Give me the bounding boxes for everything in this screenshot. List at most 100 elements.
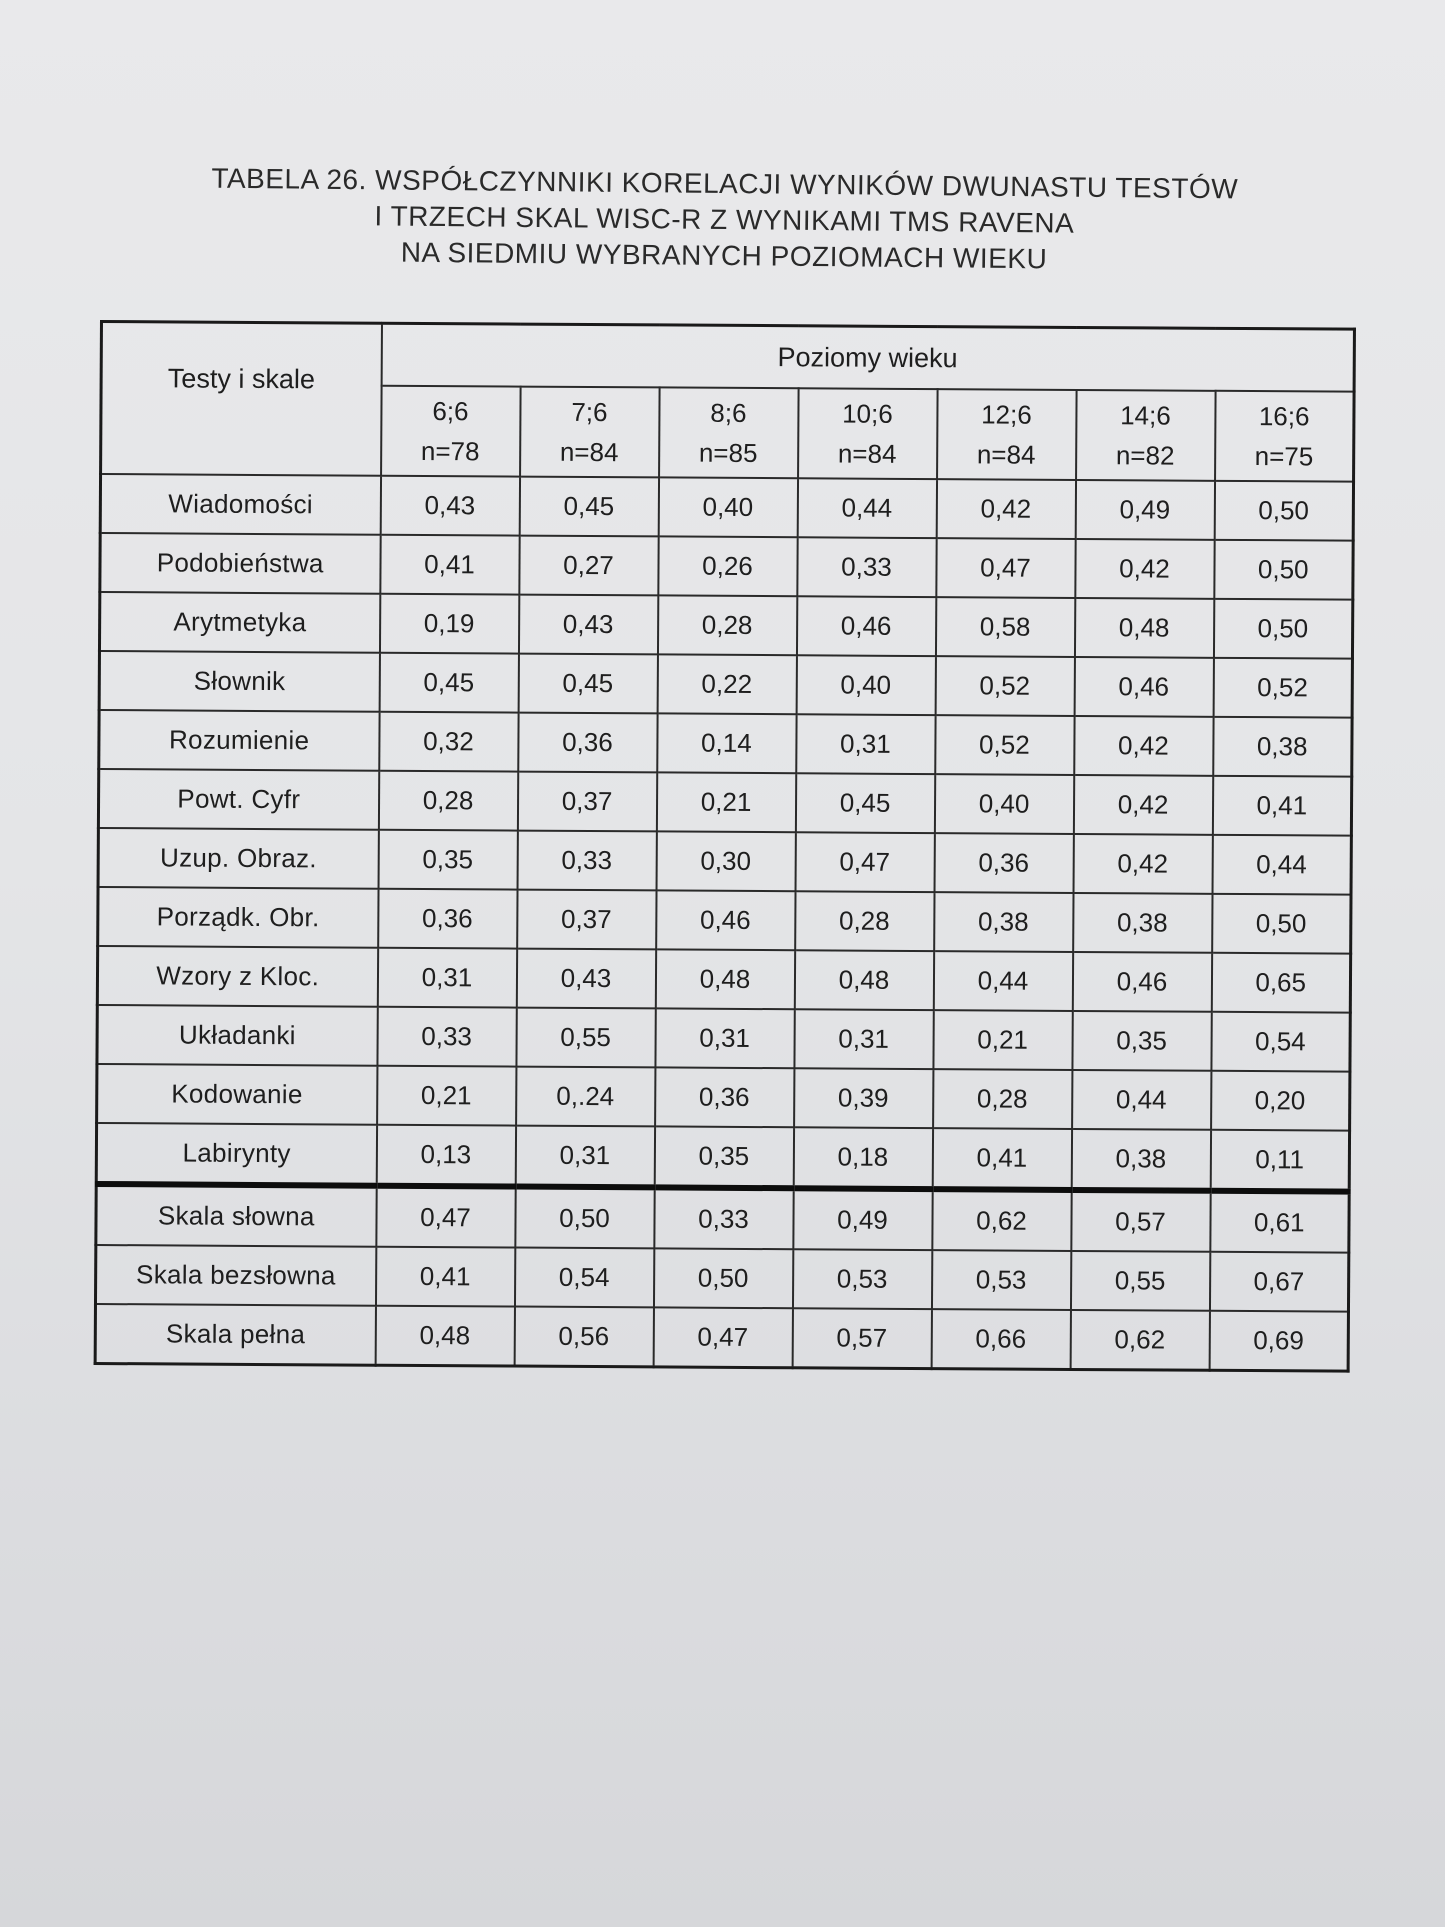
- row-label: Podobieństwa: [99, 533, 381, 594]
- correlation-value: 0,50: [1213, 539, 1354, 600]
- table-row: Skala słowna 0,47 0,50 0,33 0,49 0,62 0,57 0,61: [95, 1183, 1350, 1253]
- correlation-value: 0,31: [795, 714, 936, 775]
- correlation-value: 0,36: [654, 1067, 794, 1128]
- table-row: Wiadomości 0,43 0,45 0,40 0,44 0,42 0,49 0,50: [100, 474, 1354, 541]
- correlation-value: 0,37: [516, 889, 657, 950]
- table-row: Rozumienie 0,32 0,36 0,14 0,31 0,52 0,42 0,38: [98, 710, 1353, 777]
- age-label: 14;6: [1120, 400, 1171, 431]
- correlation-value: 0,55: [515, 1007, 656, 1068]
- correlation-value: 0,41: [379, 534, 520, 595]
- correlation-value: 0,42: [1073, 715, 1214, 776]
- correlation-value: 0,21: [932, 1010, 1073, 1070]
- sample-size: n=85: [698, 437, 758, 469]
- correlation-value: 0,48: [1074, 597, 1214, 658]
- correlation-value: 0,22: [657, 654, 797, 715]
- correlation-value: 0,11: [1210, 1129, 1350, 1192]
- age-label: 6;6: [432, 396, 469, 427]
- correlation-value: 0,41: [1212, 775, 1352, 836]
- row-label: Skala pełna: [95, 1303, 376, 1366]
- table-row: Podobieństwa 0,41 0,27 0,26 0,33 0,47 0,42 0,50: [99, 533, 1354, 600]
- row-label: Rozumienie: [98, 710, 380, 771]
- table-row: Wzory z Kloc. 0,31 0,43 0,48 0,48 0,44 0,46 0,6…: [97, 945, 1351, 1013]
- row-label: Układanki: [96, 1004, 378, 1066]
- correlation-value: 0,28: [378, 770, 518, 831]
- group-header-cell: Poziomy wieku: [381, 323, 1355, 392]
- correlation-value: 0,47: [935, 538, 1076, 598]
- correlation-value: 0,37: [517, 771, 657, 832]
- correlation-value: 0,42: [1074, 538, 1215, 599]
- table-row: Skala pełna 0,48 0,56 0,47 0,57 0,66 0,62 0,69: [95, 1303, 1349, 1372]
- correlation-value: 0,57: [792, 1308, 932, 1369]
- correlation-value: 0,50: [653, 1248, 793, 1309]
- row-label: Kodowanie: [96, 1063, 377, 1125]
- correlation-value: 0,36: [934, 833, 1074, 893]
- correlation-value: 0,50: [1211, 893, 1352, 954]
- age-label: 16;6: [1258, 401, 1310, 432]
- age-label: 10;6: [842, 398, 893, 429]
- sample-size: n=82: [1115, 440, 1175, 471]
- correlation-value: 0,44: [1071, 1069, 1211, 1130]
- correlation-value: 0,53: [931, 1250, 1071, 1310]
- correlation-value: 0,38: [933, 892, 1074, 952]
- correlation-value: 0,58: [935, 597, 1075, 657]
- age-label: 7;6: [571, 396, 608, 428]
- correlation-value: 0,62: [931, 1189, 1072, 1251]
- table-row: Skala bezsłowna 0,41 0,54 0,50 0,53 0,53 0,55 0…: [95, 1244, 1349, 1312]
- correlation-value: 0,57: [1070, 1189, 1211, 1252]
- correlation-value: 0,48: [375, 1305, 515, 1367]
- correlation-value: 0,14: [656, 713, 797, 774]
- table-row: Kodowanie 0,21 0,.24 0,36 0,39 0,28 0,44 0,20: [96, 1063, 1350, 1131]
- correlation-value: 0,45: [379, 652, 519, 713]
- row-label: Wiadomości: [100, 474, 381, 535]
- row-label: Skala słowna: [95, 1183, 377, 1247]
- correlation-value: 0,21: [656, 772, 796, 833]
- correlation-value: 0,33: [376, 1006, 517, 1067]
- correlation-value: 0,39: [793, 1068, 933, 1129]
- correlation-value: 0,66: [931, 1309, 1071, 1370]
- correlation-value: 0,31: [793, 1009, 934, 1070]
- correlation-value: 0,31: [377, 947, 517, 1008]
- correlation-value: 0,61: [1209, 1190, 1350, 1253]
- correlation-value: 0,47: [795, 832, 935, 893]
- correlation-value: 0,47: [653, 1307, 793, 1368]
- correlation-value: 0,45: [519, 476, 659, 537]
- sample-size: n=84: [837, 438, 897, 469]
- correlation-value: 0,46: [655, 890, 796, 951]
- correlation-value: 0,28: [794, 891, 935, 952]
- age-header-cell: 12;6 n=84: [936, 389, 1077, 480]
- correlation-value: 0,.24: [515, 1066, 655, 1127]
- table-row: Porządk. Obr. 0,36 0,37 0,46 0,28 0,38 0,38 0,5…: [97, 886, 1352, 954]
- correlation-value: 0,35: [1071, 1010, 1212, 1071]
- correlation-value: 0,32: [378, 711, 519, 772]
- correlation-value: 0,35: [378, 829, 518, 890]
- correlation-value: 0,18: [793, 1127, 933, 1190]
- correlation-value: 0,69: [1209, 1310, 1349, 1372]
- row-label: Porządk. Obr.: [97, 886, 379, 948]
- correlation-value: 0,47: [375, 1185, 516, 1248]
- correlation-value: 0,46: [1074, 656, 1214, 717]
- correlation-value: 0,33: [517, 830, 657, 891]
- correlation-value: 0,45: [795, 773, 935, 834]
- correlation-value: 0,28: [932, 1069, 1072, 1129]
- correlation-value: 0,36: [377, 888, 518, 949]
- correlation-value: 0,44: [1212, 834, 1352, 895]
- row-label: Wzory z Kloc.: [97, 945, 378, 1007]
- correlation-value: 0,31: [654, 1008, 795, 1069]
- age-header-cell: 6;6 n=78: [380, 385, 521, 477]
- correlation-value: 0,20: [1210, 1070, 1350, 1131]
- row-label: Skala bezsłowna: [95, 1244, 376, 1306]
- sample-size: n=78: [420, 435, 480, 467]
- correlation-value: 0,19: [379, 593, 519, 654]
- table-body: Wiadomości 0,43 0,45 0,40 0,44 0,42 0,49 0,50 Po…: [95, 474, 1354, 1372]
- correlation-value: 0,52: [1213, 657, 1353, 718]
- row-label: Powt. Cyfr: [98, 769, 379, 830]
- correlation-value: 0,49: [1075, 479, 1215, 540]
- correlation-value: 0,40: [934, 774, 1074, 834]
- correlation-value: 0,30: [656, 831, 796, 892]
- age-header-cell: 7;6 n=84: [519, 386, 660, 478]
- table-row: Słownik 0,45 0,45 0,22 0,40 0,52 0,46 0,52: [99, 651, 1353, 718]
- correlation-value: 0,44: [933, 951, 1073, 1011]
- correlation-value: 0,53: [792, 1249, 932, 1310]
- correlation-value: 0,28: [657, 595, 797, 656]
